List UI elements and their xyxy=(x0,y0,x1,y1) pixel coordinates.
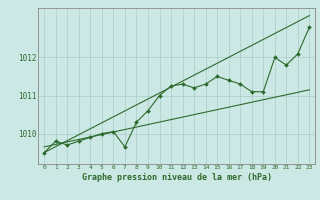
X-axis label: Graphe pression niveau de la mer (hPa): Graphe pression niveau de la mer (hPa) xyxy=(82,173,272,182)
